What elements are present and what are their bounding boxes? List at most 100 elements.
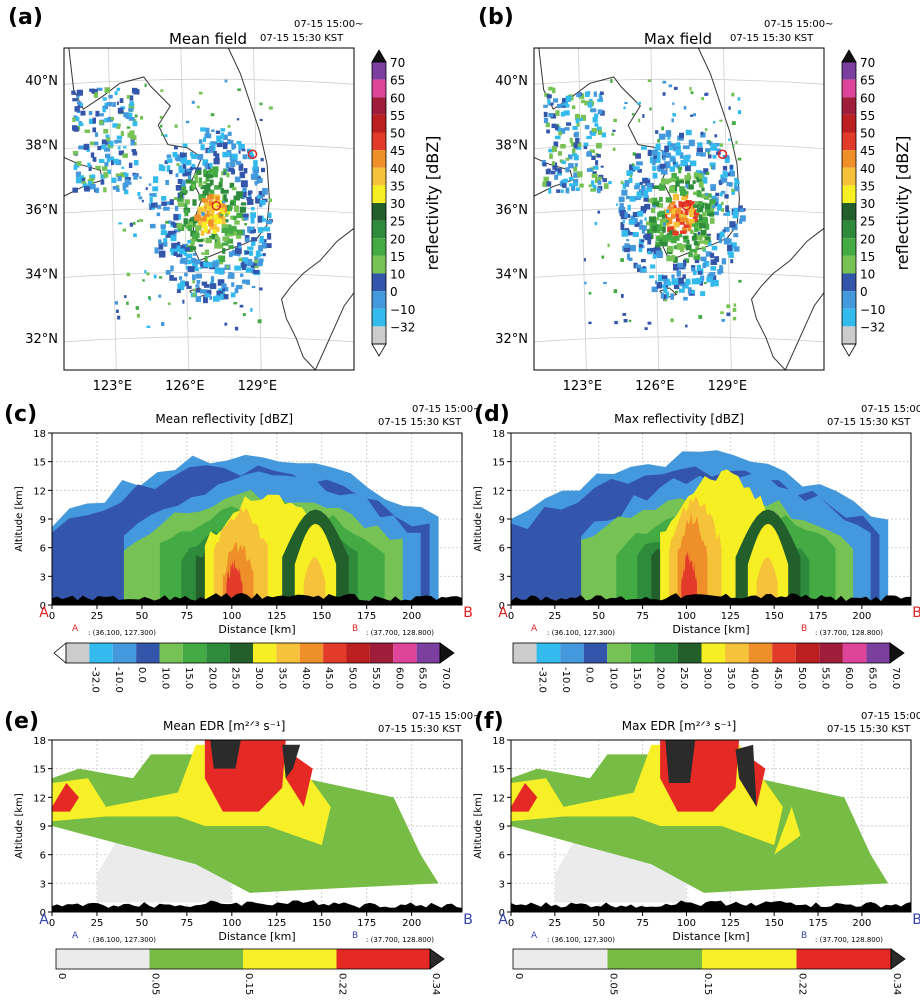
echo-cell — [649, 227, 654, 234]
echo-cell — [125, 177, 131, 181]
echo-speck — [238, 257, 243, 262]
echo-speck — [199, 267, 202, 270]
echo-speck — [210, 113, 215, 117]
echo-cell — [685, 244, 692, 251]
lat-tick-label: 34°N — [495, 267, 528, 282]
echo-cell — [242, 213, 249, 218]
echo-cell — [87, 162, 91, 168]
echo-cell — [249, 250, 254, 256]
echo-cell — [220, 132, 224, 140]
echo-speck — [224, 79, 228, 83]
echo-cell — [565, 157, 570, 161]
echo-cell — [239, 163, 244, 167]
echo-cell — [221, 203, 226, 208]
echo-cell — [636, 191, 643, 199]
echo-cell — [596, 187, 601, 194]
echo-cell — [586, 152, 592, 157]
echo-cell — [197, 207, 203, 213]
echo-cell — [670, 157, 676, 162]
echo-speck — [614, 320, 618, 325]
echo-cell — [704, 206, 712, 213]
colorbar-swatch — [346, 643, 370, 663]
y-tick-label: 12 — [33, 486, 46, 497]
echo-cell — [697, 142, 703, 148]
echo-cell — [650, 264, 656, 269]
colorbar-tick-label: 50.0 — [796, 667, 807, 689]
echo-cell — [152, 186, 159, 192]
reflectivity-band — [226, 557, 243, 601]
y-tick-label: 15 — [492, 765, 505, 776]
echo-speck — [244, 223, 248, 226]
echo-cell — [739, 208, 744, 213]
lat-tick-label: 38°N — [495, 139, 528, 154]
echo-cell — [131, 87, 138, 94]
echo-cell — [103, 172, 109, 178]
echo-cell — [590, 108, 597, 113]
echo-cell — [661, 150, 668, 157]
echo-speck — [144, 83, 147, 88]
echo-cell — [128, 116, 135, 121]
echo-cell — [250, 207, 255, 211]
echo-cell — [71, 90, 76, 95]
echo-speck — [268, 198, 272, 202]
colorbar-swatch — [583, 643, 608, 663]
echo-cell — [685, 278, 691, 285]
echo-cell — [252, 167, 258, 171]
echo-cell — [241, 279, 247, 284]
echo-speck — [182, 299, 185, 304]
echo-speck — [726, 304, 731, 309]
echo-cell — [669, 230, 676, 236]
colorbar-tick-label: 30.0 — [702, 667, 713, 689]
colorbar-swatch — [393, 643, 417, 663]
echo-speck — [254, 181, 258, 186]
echo-cell — [712, 154, 717, 159]
echo-cell — [675, 149, 682, 156]
echo-cell — [173, 250, 178, 257]
echo-cell — [209, 179, 214, 186]
echo-cell — [216, 237, 221, 243]
echo-cell — [675, 217, 682, 224]
echo-speck — [129, 222, 133, 227]
echo-cell — [259, 200, 266, 206]
y-tick-label: 18 — [33, 429, 46, 440]
echo-cell — [668, 186, 675, 193]
echo-speck — [719, 192, 723, 197]
echo-speck — [738, 279, 742, 283]
echo-cell — [240, 202, 247, 206]
echo-speck — [173, 233, 177, 237]
echo-cell — [176, 198, 184, 202]
echo-cell — [701, 176, 708, 184]
echo-cell — [693, 254, 701, 260]
echo-cell — [102, 105, 108, 110]
echo-cell — [664, 152, 671, 158]
echo-cell — [227, 131, 232, 136]
echo-cell — [200, 261, 204, 267]
y-tick-label: 3 — [499, 572, 505, 583]
echo-cell — [542, 181, 548, 187]
echo-speck — [601, 255, 605, 259]
echo-speck — [700, 131, 704, 136]
echo-cell — [234, 176, 241, 183]
echo-cell — [692, 221, 699, 227]
echo-cell — [204, 162, 208, 170]
echo-speck — [160, 89, 164, 92]
echo-cell — [235, 285, 243, 290]
echo-cell — [72, 151, 79, 155]
colorbar-swatch — [56, 949, 150, 969]
echo-speck — [655, 280, 658, 285]
colorbar-tick-label: 35.0 — [725, 667, 736, 689]
echo-cell — [722, 165, 728, 171]
echo-speck — [644, 327, 648, 331]
echo-cell — [639, 224, 645, 230]
echo-cell — [206, 164, 212, 170]
echo-cell — [698, 240, 705, 244]
echo-cell — [224, 152, 231, 157]
echo-speck — [176, 289, 181, 294]
panel-title: Mean field — [169, 30, 247, 48]
colorbar-swatch — [607, 949, 702, 969]
echo-cell — [92, 127, 97, 133]
colorbar-tick-label: 25 — [860, 215, 875, 229]
echo-speck — [146, 272, 150, 276]
echo-cell — [687, 287, 692, 295]
echo-cell — [629, 168, 635, 172]
